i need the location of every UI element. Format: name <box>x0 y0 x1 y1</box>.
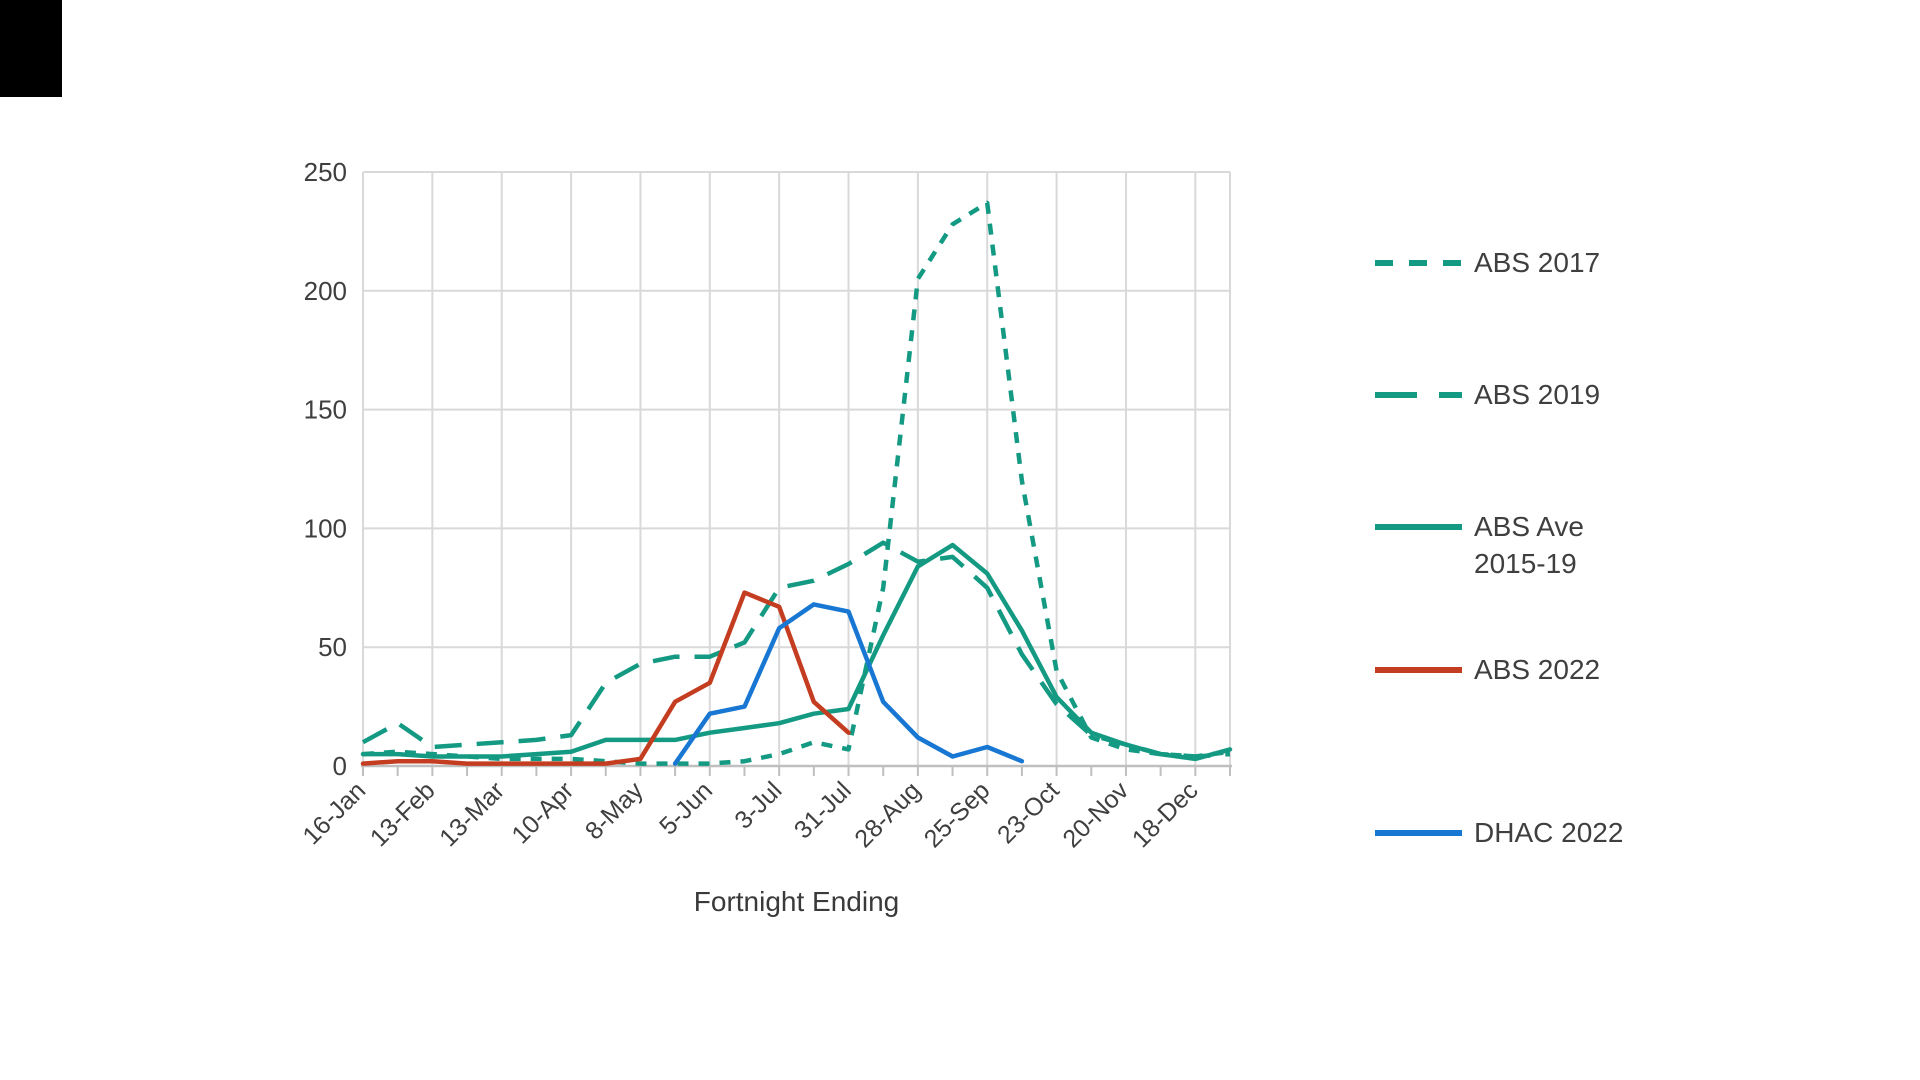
legend-item-abs-2019: ABS 2019 <box>1375 379 1600 410</box>
legend-label: ABS 2019 <box>1474 379 1600 410</box>
y-tick-label: 100 <box>304 513 347 543</box>
x-tick-label: 16-Jan <box>297 776 371 850</box>
legend-item-abs-2022: ABS 2022 <box>1375 654 1600 685</box>
x-tick-label: 5-Jun <box>654 776 718 840</box>
legend-label: ABS Ave <box>1474 511 1584 542</box>
series-line-dhac-2022 <box>672 602 1025 766</box>
x-tick-label: 28-Aug <box>849 776 926 853</box>
x-axis-title: Fortnight Ending <box>693 886 900 917</box>
y-tick-label: 0 <box>333 751 347 781</box>
legend: ABS 2017 ABS 2019 ABS Ave 2015-19 ABS 2022 DH… <box>1375 247 1623 848</box>
legend-label: ABS 2017 <box>1474 247 1600 278</box>
x-tick-label: 3-Jul <box>729 776 787 834</box>
data-series <box>360 200 1233 766</box>
x-tick-label: 25-Sep <box>919 776 996 853</box>
x-tick-label: 13-Feb <box>365 776 441 852</box>
x-tick-label: 20-Nov <box>1057 776 1134 853</box>
x-tick-label: 18-Dec <box>1127 776 1204 853</box>
axes <box>361 764 1232 776</box>
x-tick-label: 13-Mar <box>434 776 510 852</box>
x-tick-label: 8-May <box>580 776 649 845</box>
gridlines <box>362 171 1231 766</box>
legend-item-abs-2017: ABS 2017 <box>1375 247 1600 278</box>
series-line-abs-ave-2015-19 <box>360 542 1233 762</box>
legend-label: 2015-19 <box>1474 548 1577 579</box>
legend-label: DHAC 2022 <box>1474 817 1623 848</box>
y-axis-tick-labels: 0 50 100 150 200 250 <box>304 157 347 781</box>
x-tick-label: 10-Apr <box>506 776 579 849</box>
y-tick-label: 150 <box>304 395 347 425</box>
series-line-abs-2017 <box>362 200 1231 766</box>
legend-label: ABS 2022 <box>1474 654 1600 685</box>
corner-block <box>0 0 62 97</box>
series-line-abs-2022 <box>360 590 851 766</box>
legend-item-dhac-2022: DHAC 2022 <box>1375 817 1623 848</box>
y-tick-label: 250 <box>304 157 347 187</box>
legend-item-abs-ave-2015-19: ABS Ave 2015-19 <box>1375 511 1584 579</box>
x-tick-label: 23-Oct <box>992 776 1065 849</box>
x-tick-label: 31-Jul <box>789 776 857 844</box>
y-tick-label: 50 <box>318 632 347 662</box>
y-tick-label: 200 <box>304 276 347 306</box>
